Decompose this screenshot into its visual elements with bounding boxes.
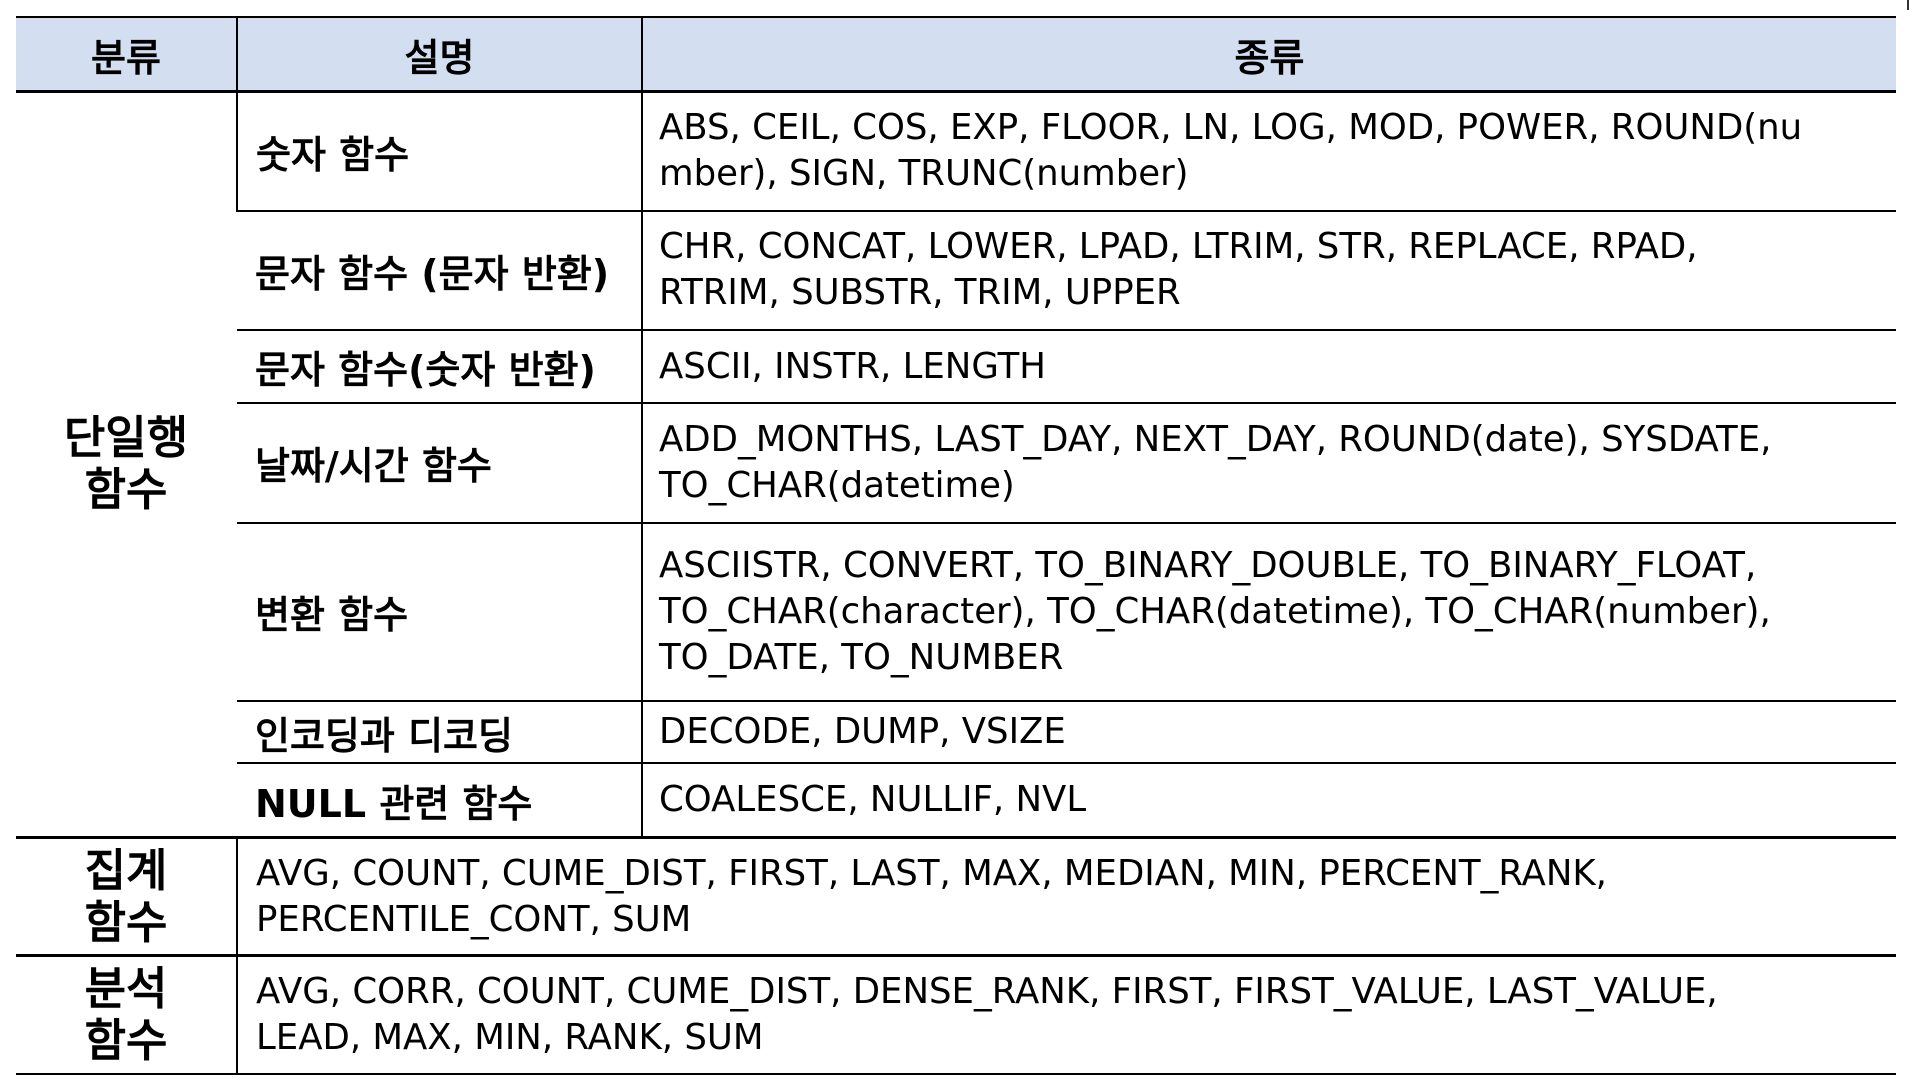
category-label-line: 분석 <box>84 962 168 1016</box>
kinds-line: RTRIM, SUBSTR, TRIM, UPPER <box>659 272 1181 314</box>
table-row: 문자 함수 (문자 반환) CHR, CONCAT, LOWER, LPAD, … <box>16 209 1896 332</box>
kinds-line: TO_DATE, TO_NUMBER <box>659 636 1064 678</box>
table-row: 단일행 함수 숫자 함수 ABS, CEIL, COS, EXP, FLOOR,… <box>16 90 1896 839</box>
category-label-line: 집계 <box>84 843 168 897</box>
kinds-line: LEAD, MAX, MIN, RANK, SUM <box>256 1017 764 1059</box>
kinds-line: PERCENTILE_CONT, SUM <box>256 898 692 940</box>
kinds-line: ABS, CEIL, COS, EXP, FLOOR, LN, LOG, MOD… <box>659 107 1803 149</box>
kinds-line: ASCIISTR, CONVERT, TO_BINARY_DOUBLE, TO_… <box>659 544 1757 586</box>
kinds-line: CHR, CONCAT, LOWER, LPAD, LTRIM, STR, RE… <box>659 226 1698 268</box>
kinds-line: ASCII, INSTR, LENGTH <box>659 345 1046 387</box>
category-single-row-functions: 단일행 함수 <box>16 90 237 839</box>
kinds-line: DECODE, DUMP, VSIZE <box>659 711 1066 753</box>
description-cell: 숫자 함수 <box>236 90 642 212</box>
kinds-cell: ASCII, INSTR, LENGTH <box>641 329 1896 405</box>
description-cell: 문자 함수(숫자 반환) <box>237 329 642 405</box>
description-cell: 날짜/시간 함수 <box>237 402 642 524</box>
kinds-line: AVG, CORR, COUNT, CUME_DIST, DENSE_RANK,… <box>256 971 1718 1013</box>
header-description: 설명 <box>236 16 642 93</box>
category-aggregate-functions: 집계 함수 <box>16 835 237 957</box>
kinds-cell: DECODE, DUMP, VSIZE <box>641 700 1896 765</box>
window-edge-line <box>1907 0 1909 10</box>
category-label-line: 함수 <box>84 895 168 949</box>
sql-function-table: 분류 설명 종류 단일행 함수 숫자 함수 ABS, CEIL, COS, EX… <box>16 16 1896 1076</box>
kinds-cell: ADD_MONTHS, LAST_DAY, NEXT_DAY, ROUND(da… <box>641 402 1896 524</box>
table-row: 변환 함수 ASCIISTR, CONVERT, TO_BINARY_DOUBL… <box>16 521 1896 703</box>
kinds-line: TO_CHAR(datetime) <box>659 464 1015 506</box>
kinds-cell: ABS, CEIL, COS, EXP, FLOOR, LN, LOG, MOD… <box>641 90 1896 212</box>
table-row: 날짜/시간 함수 ADD_MONTHS, LAST_DAY, NEXT_DAY,… <box>16 402 1896 524</box>
kinds-line: ADD_MONTHS, LAST_DAY, NEXT_DAY, ROUND(da… <box>659 418 1772 460</box>
table-row: 분석 함수 AVG, CORR, COUNT, CUME_DIST, DENSE… <box>16 954 1896 1076</box>
kinds-line: AVG, COUNT, CUME_DIST, FIRST, LAST, MAX,… <box>256 852 1607 894</box>
description-cell: 변환 함수 <box>237 521 642 703</box>
kinds-line: mber), SIGN, TRUNC(number) <box>659 153 1189 195</box>
kinds-cell: ASCIISTR, CONVERT, TO_BINARY_DOUBLE, TO_… <box>641 521 1896 703</box>
table-row: 인코딩과 디코딩 DECODE, DUMP, VSIZE <box>16 700 1896 765</box>
kinds-cell: COALESCE, NULLIF, NVL <box>641 762 1896 839</box>
kinds-cell: AVG, COUNT, CUME_DIST, FIRST, LAST, MAX,… <box>236 835 1896 957</box>
kinds-line: COALESCE, NULLIF, NVL <box>659 779 1087 821</box>
kinds-line: TO_CHAR(character), TO_CHAR(datetime), T… <box>659 590 1771 632</box>
description-cell: NULL 관련 함수 <box>237 762 642 839</box>
sql-function-table-container: 분류 설명 종류 단일행 함수 숫자 함수 ABS, CEIL, COS, EX… <box>16 16 1896 1076</box>
category-label-line: 함수 <box>84 463 168 517</box>
category-label-line: 단일행 <box>63 411 189 465</box>
table-row: 집계 함수 AVG, COUNT, CUME_DIST, FIRST, LAST… <box>16 835 1896 957</box>
kinds-cell: AVG, CORR, COUNT, CUME_DIST, DENSE_RANK,… <box>236 954 1896 1076</box>
description-cell: 인코딩과 디코딩 <box>237 700 642 765</box>
category-label-line: 함수 <box>84 1014 168 1068</box>
table-row: 문자 함수(숫자 반환) ASCII, INSTR, LENGTH <box>16 329 1896 405</box>
table-header-row: 분류 설명 종류 <box>16 16 1896 93</box>
table-row: NULL 관련 함수 COALESCE, NULLIF, NVL <box>16 762 1896 839</box>
header-category: 분류 <box>16 16 237 93</box>
category-analytic-functions: 분석 함수 <box>16 954 237 1076</box>
description-cell: 문자 함수 (문자 반환) <box>237 209 642 332</box>
kinds-cell: CHR, CONCAT, LOWER, LPAD, LTRIM, STR, RE… <box>641 209 1896 332</box>
header-kinds: 종류 <box>641 16 1896 93</box>
